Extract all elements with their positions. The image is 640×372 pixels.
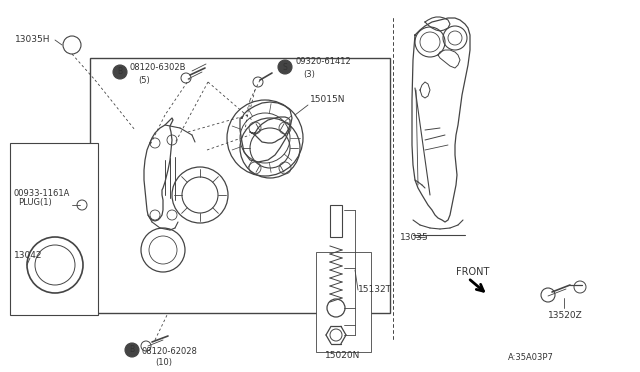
Text: 13042: 13042 [14,250,42,260]
Text: FRONT: FRONT [456,267,490,277]
Text: 08120-62028: 08120-62028 [142,347,198,356]
Text: 15015N: 15015N [310,96,346,105]
Text: 15020N: 15020N [325,350,360,359]
Text: (5): (5) [138,76,150,84]
Bar [326,320,346,326]
Text: 09320-61412: 09320-61412 [295,58,351,67]
Text: 13035: 13035 [400,232,429,241]
Text: (10): (10) [155,357,172,366]
Text: B: B [129,346,134,355]
Text: 15132T: 15132T [358,285,392,295]
Text: 00933-1161A: 00933-1161A [14,189,70,198]
Text: 08120-6302B: 08120-6302B [130,64,186,73]
Bar [10,143,98,315]
Text: 13035H: 13035H [15,35,51,45]
Text: 13520Z: 13520Z [548,311,583,320]
Text: B: B [117,67,123,77]
Circle shape [278,60,292,74]
Bar [90,58,390,313]
Circle shape [113,65,127,79]
Text: (3): (3) [303,70,315,78]
Text: PLUG(1): PLUG(1) [18,199,52,208]
Bar [316,252,371,352]
Bar [330,205,342,237]
Circle shape [125,343,139,357]
Text: A:35A03P7: A:35A03P7 [508,353,554,362]
Text: S: S [283,62,287,71]
